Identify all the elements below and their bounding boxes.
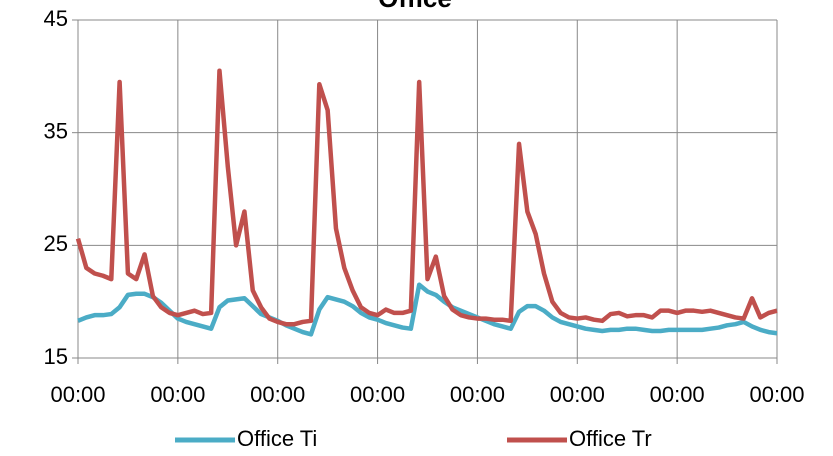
x-tick-label: 00:00: [150, 382, 205, 407]
y-tick-label: 35: [44, 118, 68, 143]
x-tick-label: 00:00: [250, 382, 305, 407]
x-tick-label: 00:00: [550, 382, 605, 407]
x-tick-label: 00:00: [450, 382, 505, 407]
legend-label: Office Ti: [237, 426, 317, 451]
chart-title: Office: [378, 0, 452, 13]
x-tick-label: 00:00: [50, 382, 105, 407]
x-tick-label: 00:00: [749, 382, 804, 407]
y-tick-label: 45: [44, 6, 68, 31]
series-line: [77, 282, 778, 337]
series-line: [75, 68, 778, 327]
x-tick-label: 00:00: [650, 382, 705, 407]
y-tick-label: 15: [44, 344, 68, 369]
legend-label: Office Tr: [569, 426, 652, 451]
x-tick-label: 00:00: [350, 382, 405, 407]
y-tick-label: 25: [44, 231, 68, 256]
